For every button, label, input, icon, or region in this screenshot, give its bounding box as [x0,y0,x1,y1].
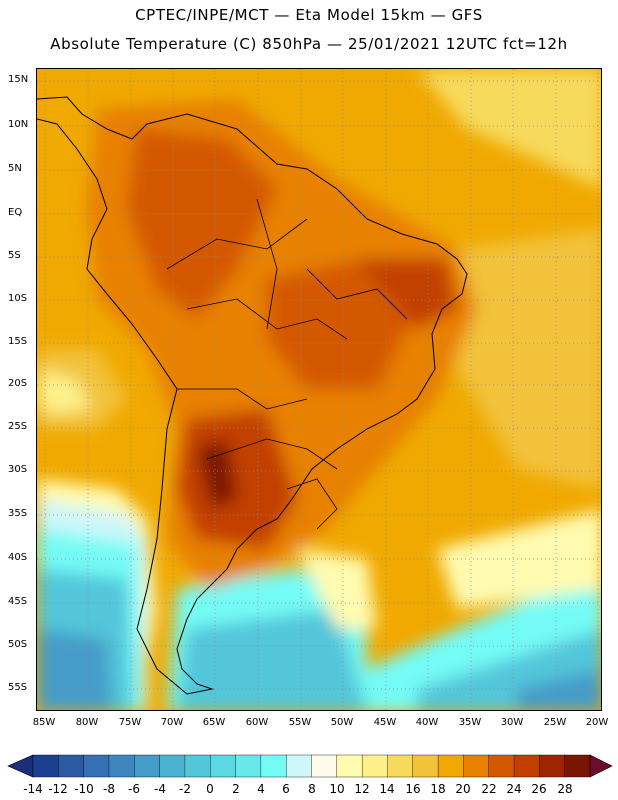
colorbar-tick-label: -8 [103,782,115,796]
lon-label: 45W [373,717,397,728]
lat-label: 45S [8,596,28,607]
colorbar-swatch [513,754,540,778]
colorbar-tick-label: 20 [455,782,471,796]
lat-label: 10N [8,119,29,130]
lon-label: 35W [458,717,482,728]
lon-label: 60W [245,717,269,728]
lon-label: 75W [118,717,142,728]
colorbar-tick-label: 12 [354,782,370,796]
lon-label: 65W [202,717,226,728]
temperature-map[interactable] [36,68,602,711]
colorbar-swatch [412,754,439,778]
colorbar-swatch [387,754,414,778]
colorbar-tick-label: 4 [257,782,265,796]
colorbar-tick-label: 18 [430,782,446,796]
colorbar-tick-label: -14 [23,782,43,796]
colorbar-tick-label: 28 [557,782,573,796]
lon-label: 80W [75,717,99,728]
colorbar-swatch [32,754,59,778]
lon-label: 50W [330,717,354,728]
colorbar-tick-label: 22 [481,782,497,796]
colorbar-swatch [539,754,566,778]
colorbar-tick-label: 2 [232,782,240,796]
colorbar-swatch [134,754,161,778]
lon-label: 25W [543,717,567,728]
colorbar-tick-label: -4 [154,782,166,796]
colorbar-tick-label: -2 [179,782,191,796]
lat-label: 50S [8,639,28,650]
colorbar-swatch [210,754,237,778]
colorbar-swatch [488,754,515,778]
lat-label: 30S [8,464,28,475]
colorbar-swatch [108,754,135,778]
colorbar-tick-label: 0 [206,782,214,796]
colorbar-tick-label: 10 [329,782,345,796]
colorbar-tick-label: -6 [128,782,140,796]
temperature-colorbar [7,754,613,778]
lat-label: 25S [8,421,28,432]
colorbar-tick-label: 8 [308,782,316,796]
colorbar-swatch [437,754,464,778]
colorbar-swatch [83,754,110,778]
colorbar-tick-label: 16 [405,782,421,796]
lon-label: 55W [288,717,312,728]
colorbar-tick-label: 26 [531,782,547,796]
colorbar-swatch [463,754,490,778]
lon-label: 40W [415,717,439,728]
lat-label: EQ [8,207,23,218]
colorbar-tick-label: 14 [379,782,395,796]
colorbar-swatch [361,754,388,778]
temperature-map-canvas [37,69,601,710]
lat-label: 10S [8,293,28,304]
map-title-line2: Absolute Temperature (C) 850hPa — 25/01/… [50,35,568,53]
colorbar-under-arrow [7,754,34,778]
lat-label: 5N [8,163,22,174]
lat-label: 20S [8,378,28,389]
colorbar-swatch [159,754,186,778]
lat-label: 40S [8,552,28,563]
colorbar-tick-label: 24 [506,782,522,796]
colorbar-swatch [336,754,363,778]
colorbar-over-arrow [589,754,613,778]
lon-label: 85W [32,717,56,728]
lat-label: 5S [8,250,21,261]
colorbar-swatch [58,754,85,778]
lat-label: 35S [8,508,28,519]
colorbar-swatch [184,754,211,778]
colorbar-swatch [564,754,591,778]
lon-label: 20W [585,717,609,728]
colorbar-tick-label: 6 [282,782,290,796]
lon-label: 70W [160,717,184,728]
colorbar-tick-label: -10 [74,782,94,796]
lat-label: 15S [8,336,28,347]
colorbar-swatch [285,754,312,778]
colorbar-swatch [311,754,338,778]
colorbar-swatch [235,754,262,778]
lat-label: 55S [8,682,28,693]
lat-label: 15N [8,74,29,85]
lon-label: 30W [500,717,524,728]
colorbar-tick-label: -12 [48,782,68,796]
map-title-line1: CPTEC/INPE/MCT — Eta Model 15km — GFS [135,6,483,24]
colorbar-swatch [260,754,287,778]
